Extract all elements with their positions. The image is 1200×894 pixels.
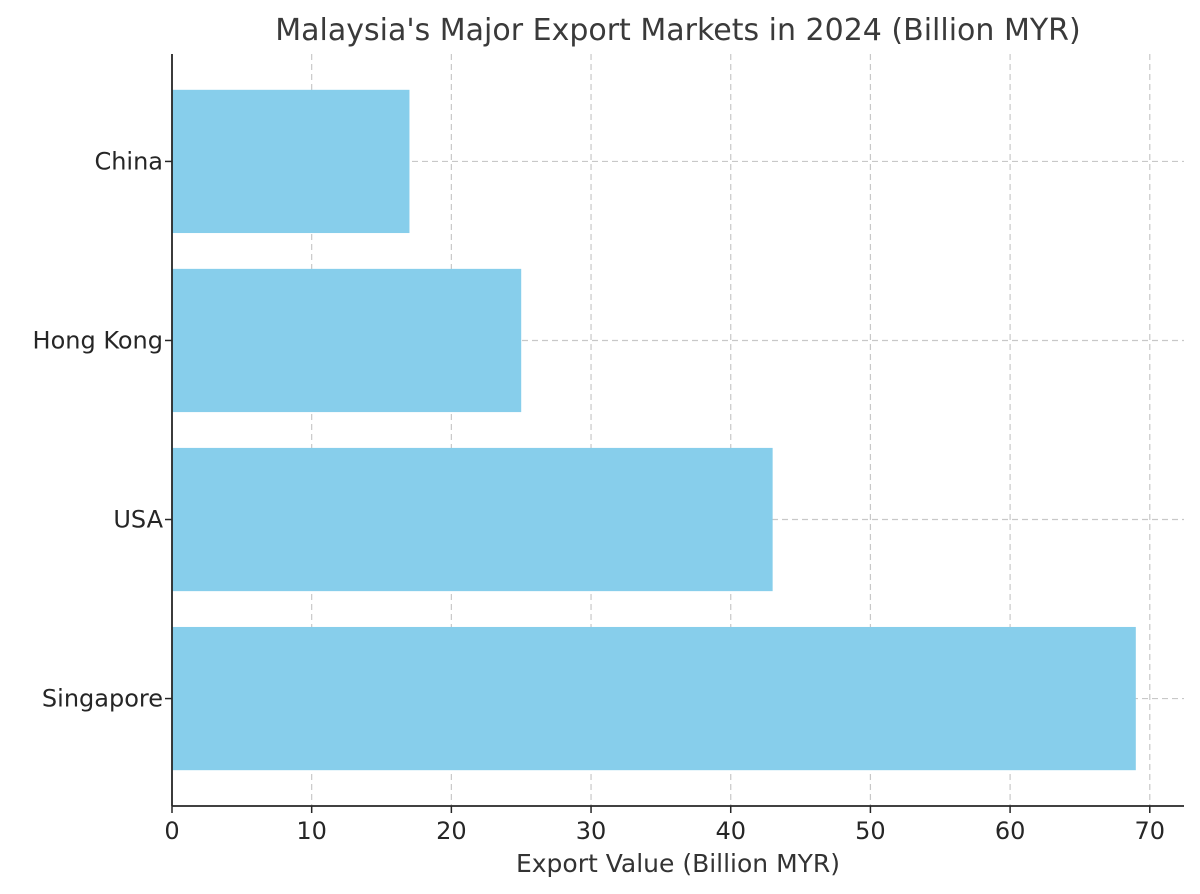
x-tick-label-50: 50 bbox=[855, 817, 886, 845]
y-axis-ticks: China Hong Kong USA Singapore bbox=[33, 147, 172, 713]
x-axis-ticks: 0 10 20 30 40 50 60 70 bbox=[164, 806, 1165, 845]
x-tick-label-10: 10 bbox=[296, 817, 327, 845]
x-tick-label-70: 70 bbox=[1135, 817, 1166, 845]
x-tick-label-40: 40 bbox=[715, 817, 746, 845]
axes bbox=[171, 54, 1184, 807]
bar-usa bbox=[172, 447, 773, 592]
bar-singapore bbox=[172, 626, 1136, 771]
x-tick-label-20: 20 bbox=[436, 817, 467, 845]
x-axis-label: Export Value (Billion MYR) bbox=[516, 849, 840, 878]
x-tick-label-0: 0 bbox=[164, 817, 179, 845]
y-tick-label-usa: USA bbox=[113, 506, 163, 534]
bar-hong-kong bbox=[172, 268, 522, 413]
x-tick-label-30: 30 bbox=[576, 817, 607, 845]
chart-title: Malaysia's Major Export Markets in 2024 … bbox=[275, 13, 1080, 48]
bars bbox=[172, 89, 1136, 771]
y-tick-label-china: China bbox=[94, 147, 163, 175]
bar-china bbox=[172, 89, 410, 234]
y-tick-label-hong-kong: Hong Kong bbox=[33, 326, 163, 354]
y-tick-label-singapore: Singapore bbox=[42, 685, 163, 713]
x-tick-label-60: 60 bbox=[995, 817, 1026, 845]
